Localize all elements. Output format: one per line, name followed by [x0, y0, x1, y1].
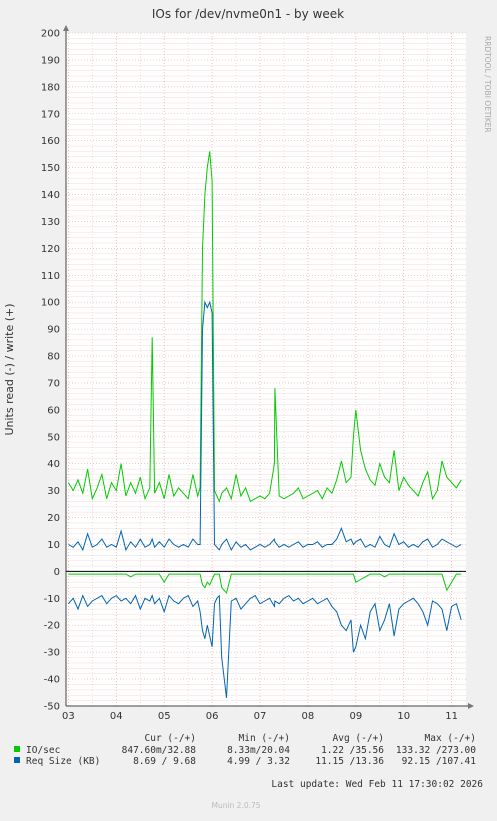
series-line-write-iosec [67, 151, 462, 503]
y-tick-label: 110 [41, 271, 60, 282]
x-tick-label: 11 [445, 711, 458, 722]
y-tick-label: -10 [44, 594, 60, 605]
legend-value-max: 92.15 /107.41 [402, 756, 477, 767]
legend-value-avg: 1.22 /35.56 [321, 745, 384, 756]
y-tick-label: 40 [47, 459, 60, 470]
x-axis-arrow [468, 703, 474, 709]
y-tick-label: 200 [41, 29, 60, 40]
legend-header-cur: Cur (-/+) [145, 733, 196, 744]
x-tick-label: 06 [206, 711, 219, 722]
x-tick-label: 10 [397, 711, 410, 722]
y-tick-label: 10 [47, 540, 60, 551]
series-line-read-iosec [68, 573, 462, 594]
series-line-write-reqsize [68, 300, 462, 552]
y-tick-label: -40 [44, 675, 60, 686]
x-tick-label: 04 [110, 711, 123, 722]
legend-header-max: Max (-/+) [425, 733, 476, 744]
y-tick-label: 160 [41, 136, 60, 147]
series-line-read-reqsize [68, 594, 462, 698]
legend-value-min: 4.99 / 3.32 [227, 756, 290, 767]
y-tick-label: 120 [41, 244, 60, 255]
y-tick-label: 130 [41, 217, 60, 228]
legend-value-avg: 11.15 /13.36 [315, 756, 384, 767]
y-tick-label: 90 [47, 325, 60, 336]
x-tick-label: 08 [302, 711, 315, 722]
y-tick-label: -20 [44, 621, 60, 632]
legend-series-name: IO/sec [26, 745, 60, 756]
x-tick-label: 05 [158, 711, 171, 722]
plot-area [66, 33, 466, 706]
x-tick-label: 09 [349, 711, 362, 722]
y-tick-label: -50 [44, 702, 60, 713]
y-tick-label: 50 [47, 432, 60, 443]
y-tick-label: 190 [41, 55, 60, 66]
y-axis-label: Units read (-) / write (+) [3, 303, 16, 435]
legend-value-max: 133.32 /273.00 [396, 745, 476, 756]
legend-swatch [14, 757, 20, 763]
last-update-text: Last update: Wed Feb 11 17:30:02 2026 [271, 779, 483, 790]
y-tick-label: 70 [47, 378, 60, 389]
y-tick-label: 100 [41, 298, 60, 309]
y-tick-label: -30 [44, 648, 60, 659]
y-tick-label: 60 [47, 405, 60, 416]
legend-value-min: 8.33m/20.04 [227, 745, 290, 756]
y-axis-arrow [63, 25, 69, 31]
legend-value-cur: 847.60m/32.88 [122, 745, 197, 756]
x-tick-label: 03 [62, 711, 75, 722]
y-tick-label: 170 [41, 109, 60, 120]
y-tick-label: 30 [47, 486, 60, 497]
munin-footer: Munin 2.0.75 [211, 801, 260, 810]
y-tick-label: 80 [47, 352, 60, 363]
x-tick-label: 07 [254, 711, 267, 722]
y-tick-label: 150 [41, 163, 60, 174]
rrdtool-watermark: RRDTOOL / TOBI OETIKER [483, 36, 492, 133]
legend-header-min: Min (-/+) [239, 733, 290, 744]
y-tick-label: 180 [41, 82, 60, 93]
y-tick-label: 0 [54, 567, 60, 578]
y-tick-label: 140 [41, 190, 60, 201]
legend-header-avg: Avg (-/+) [333, 733, 384, 744]
chart-title: IOs for /dev/nvme0n1 - by week [152, 7, 344, 21]
legend-swatch [14, 746, 20, 752]
y-tick-label: 20 [47, 513, 60, 524]
legend-series-name: Req Size (KB) [26, 756, 100, 767]
legend-value-cur: 8.69 / 9.68 [133, 756, 196, 767]
